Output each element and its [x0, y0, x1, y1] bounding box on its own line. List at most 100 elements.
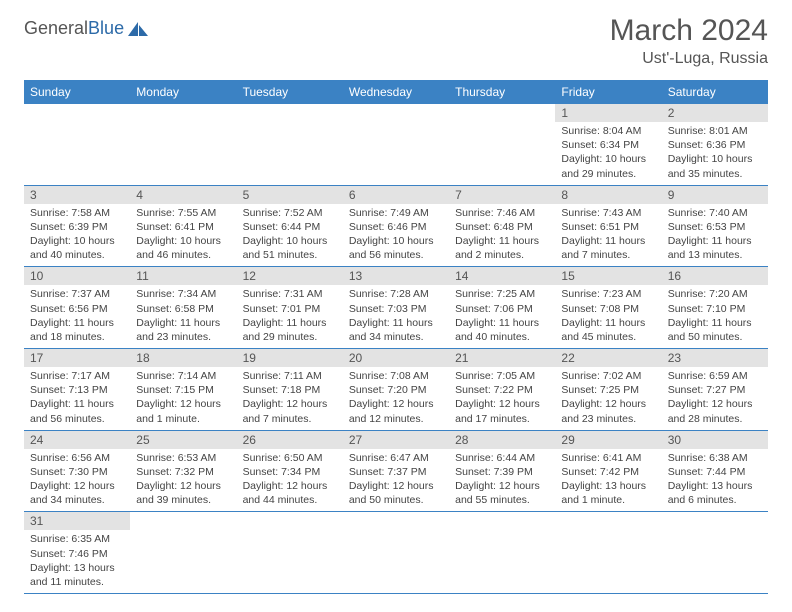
empty-cell	[237, 104, 343, 185]
day-cell: 15Sunrise: 7:23 AMSunset: 7:08 PMDayligh…	[555, 267, 661, 349]
day-cell: 4Sunrise: 7:55 AMSunset: 6:41 PMDaylight…	[130, 185, 236, 267]
day-content: Sunrise: 7:34 AMSunset: 6:58 PMDaylight:…	[130, 285, 236, 348]
day-cell: 25Sunrise: 6:53 AMSunset: 7:32 PMDayligh…	[130, 430, 236, 512]
day-cell: 30Sunrise: 6:38 AMSunset: 7:44 PMDayligh…	[662, 430, 768, 512]
day-cell: 24Sunrise: 6:56 AMSunset: 7:30 PMDayligh…	[24, 430, 130, 512]
weekday-header: Thursday	[449, 80, 555, 104]
day-content: Sunrise: 7:28 AMSunset: 7:03 PMDaylight:…	[343, 285, 449, 348]
empty-cell	[449, 104, 555, 185]
day-number: 28	[449, 431, 555, 449]
day-content: Sunrise: 6:35 AMSunset: 7:46 PMDaylight:…	[24, 530, 130, 593]
day-number: 21	[449, 349, 555, 367]
day-cell: 21Sunrise: 7:05 AMSunset: 7:22 PMDayligh…	[449, 349, 555, 431]
day-number: 22	[555, 349, 661, 367]
weekday-header: Tuesday	[237, 80, 343, 104]
day-content: Sunrise: 7:31 AMSunset: 7:01 PMDaylight:…	[237, 285, 343, 348]
day-number: 29	[555, 431, 661, 449]
day-content: Sunrise: 8:04 AMSunset: 6:34 PMDaylight:…	[555, 122, 661, 185]
day-cell: 17Sunrise: 7:17 AMSunset: 7:13 PMDayligh…	[24, 349, 130, 431]
calendar-head: SundayMondayTuesdayWednesdayThursdayFrid…	[24, 80, 768, 104]
day-number: 18	[130, 349, 236, 367]
day-content: Sunrise: 7:20 AMSunset: 7:10 PMDaylight:…	[662, 285, 768, 348]
header: GeneralBlue March 2024 Ust'-Luga, Russia	[24, 14, 768, 68]
day-number: 30	[662, 431, 768, 449]
day-content: Sunrise: 7:02 AMSunset: 7:25 PMDaylight:…	[555, 367, 661, 430]
day-cell: 29Sunrise: 6:41 AMSunset: 7:42 PMDayligh…	[555, 430, 661, 512]
day-number: 10	[24, 267, 130, 285]
day-content: Sunrise: 6:47 AMSunset: 7:37 PMDaylight:…	[343, 449, 449, 512]
logo-part2: Blue	[88, 18, 124, 38]
calendar-row: 3Sunrise: 7:58 AMSunset: 6:39 PMDaylight…	[24, 185, 768, 267]
day-cell: 19Sunrise: 7:11 AMSunset: 7:18 PMDayligh…	[237, 349, 343, 431]
weekday-header: Monday	[130, 80, 236, 104]
empty-cell	[555, 512, 661, 594]
day-content: Sunrise: 7:08 AMSunset: 7:20 PMDaylight:…	[343, 367, 449, 430]
day-number: 15	[555, 267, 661, 285]
weekday-row: SundayMondayTuesdayWednesdayThursdayFrid…	[24, 80, 768, 104]
day-cell: 9Sunrise: 7:40 AMSunset: 6:53 PMDaylight…	[662, 185, 768, 267]
day-cell: 23Sunrise: 6:59 AMSunset: 7:27 PMDayligh…	[662, 349, 768, 431]
day-number: 8	[555, 186, 661, 204]
day-content: Sunrise: 7:43 AMSunset: 6:51 PMDaylight:…	[555, 204, 661, 267]
day-content: Sunrise: 7:46 AMSunset: 6:48 PMDaylight:…	[449, 204, 555, 267]
empty-cell	[130, 512, 236, 594]
day-number: 27	[343, 431, 449, 449]
day-content: Sunrise: 7:05 AMSunset: 7:22 PMDaylight:…	[449, 367, 555, 430]
day-number: 26	[237, 431, 343, 449]
day-number: 11	[130, 267, 236, 285]
day-content: Sunrise: 7:52 AMSunset: 6:44 PMDaylight:…	[237, 204, 343, 267]
day-content: Sunrise: 6:59 AMSunset: 7:27 PMDaylight:…	[662, 367, 768, 430]
calendar-row: 17Sunrise: 7:17 AMSunset: 7:13 PMDayligh…	[24, 349, 768, 431]
day-number: 13	[343, 267, 449, 285]
day-content: Sunrise: 7:11 AMSunset: 7:18 PMDaylight:…	[237, 367, 343, 430]
empty-cell	[24, 104, 130, 185]
title-block: March 2024 Ust'-Luga, Russia	[610, 14, 768, 68]
day-number: 3	[24, 186, 130, 204]
day-cell: 27Sunrise: 6:47 AMSunset: 7:37 PMDayligh…	[343, 430, 449, 512]
day-content: Sunrise: 7:25 AMSunset: 7:06 PMDaylight:…	[449, 285, 555, 348]
day-number: 16	[662, 267, 768, 285]
empty-cell	[237, 512, 343, 594]
day-cell: 26Sunrise: 6:50 AMSunset: 7:34 PMDayligh…	[237, 430, 343, 512]
day-content: Sunrise: 7:55 AMSunset: 6:41 PMDaylight:…	[130, 204, 236, 267]
day-number: 20	[343, 349, 449, 367]
day-number: 17	[24, 349, 130, 367]
day-cell: 1Sunrise: 8:04 AMSunset: 6:34 PMDaylight…	[555, 104, 661, 185]
day-cell: 2Sunrise: 8:01 AMSunset: 6:36 PMDaylight…	[662, 104, 768, 185]
day-content: Sunrise: 7:14 AMSunset: 7:15 PMDaylight:…	[130, 367, 236, 430]
day-content: Sunrise: 8:01 AMSunset: 6:36 PMDaylight:…	[662, 122, 768, 185]
day-number: 12	[237, 267, 343, 285]
day-content: Sunrise: 6:56 AMSunset: 7:30 PMDaylight:…	[24, 449, 130, 512]
day-number: 31	[24, 512, 130, 530]
day-content: Sunrise: 7:23 AMSunset: 7:08 PMDaylight:…	[555, 285, 661, 348]
day-number: 2	[662, 104, 768, 122]
calendar-row: 31Sunrise: 6:35 AMSunset: 7:46 PMDayligh…	[24, 512, 768, 594]
day-number: 24	[24, 431, 130, 449]
day-content: Sunrise: 6:41 AMSunset: 7:42 PMDaylight:…	[555, 449, 661, 512]
day-number: 6	[343, 186, 449, 204]
day-cell: 7Sunrise: 7:46 AMSunset: 6:48 PMDaylight…	[449, 185, 555, 267]
day-number: 4	[130, 186, 236, 204]
day-cell: 28Sunrise: 6:44 AMSunset: 7:39 PMDayligh…	[449, 430, 555, 512]
weekday-header: Friday	[555, 80, 661, 104]
calendar-row: 1Sunrise: 8:04 AMSunset: 6:34 PMDaylight…	[24, 104, 768, 185]
location: Ust'-Luga, Russia	[610, 50, 768, 68]
day-number: 14	[449, 267, 555, 285]
day-cell: 22Sunrise: 7:02 AMSunset: 7:25 PMDayligh…	[555, 349, 661, 431]
weekday-header: Sunday	[24, 80, 130, 104]
day-number: 5	[237, 186, 343, 204]
day-content: Sunrise: 7:17 AMSunset: 7:13 PMDaylight:…	[24, 367, 130, 430]
day-number: 9	[662, 186, 768, 204]
day-cell: 3Sunrise: 7:58 AMSunset: 6:39 PMDaylight…	[24, 185, 130, 267]
day-cell: 6Sunrise: 7:49 AMSunset: 6:46 PMDaylight…	[343, 185, 449, 267]
day-cell: 10Sunrise: 7:37 AMSunset: 6:56 PMDayligh…	[24, 267, 130, 349]
logo-text: GeneralBlue	[24, 18, 124, 39]
day-cell: 12Sunrise: 7:31 AMSunset: 7:01 PMDayligh…	[237, 267, 343, 349]
day-content: Sunrise: 6:38 AMSunset: 7:44 PMDaylight:…	[662, 449, 768, 512]
day-cell: 11Sunrise: 7:34 AMSunset: 6:58 PMDayligh…	[130, 267, 236, 349]
day-cell: 18Sunrise: 7:14 AMSunset: 7:15 PMDayligh…	[130, 349, 236, 431]
calendar-table: SundayMondayTuesdayWednesdayThursdayFrid…	[24, 80, 768, 594]
weekday-header: Wednesday	[343, 80, 449, 104]
empty-cell	[662, 512, 768, 594]
day-content: Sunrise: 7:37 AMSunset: 6:56 PMDaylight:…	[24, 285, 130, 348]
